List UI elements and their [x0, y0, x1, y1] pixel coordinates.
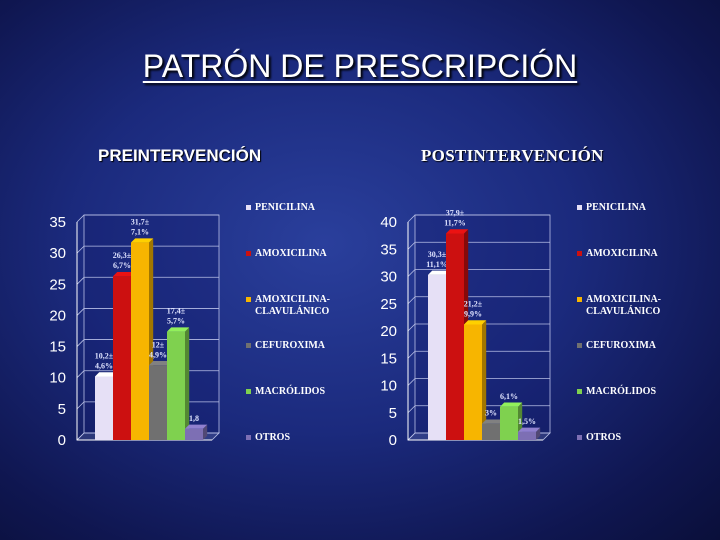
data-label-pre: 1,8 — [189, 414, 199, 423]
y-tick-label-post: 15 — [380, 350, 397, 367]
gridline-diag-pre — [76, 214, 85, 223]
legend-entry-post: OTROS — [586, 432, 621, 443]
legend-entry-post: PENICILINA — [586, 202, 647, 213]
data-label-post: 37,9± 11,7% — [444, 208, 466, 227]
legend-entry-post: MACRÓLIDOS — [586, 385, 656, 397]
data-label-pre: 31,7± 7,1% — [131, 218, 150, 237]
legend-entry-pre: MACRÓLIDOS — [255, 385, 325, 397]
gridline-diag-post — [407, 378, 416, 386]
gridline-diag-pre — [76, 308, 85, 316]
chart-title-pre: PREINTERVENCIÓN — [98, 146, 262, 165]
gridline-diag-post — [407, 323, 416, 332]
data-label-pre: 17,4± 5,7% — [167, 307, 186, 326]
y-tick-label-post: 40 — [380, 214, 397, 231]
legend-swatch-pre — [246, 389, 251, 394]
data-label-post: 6,1% — [500, 392, 518, 401]
bar-pre-otros — [185, 424, 208, 440]
y-tick-label-pre: 15 — [49, 339, 66, 356]
legend-swatch-pre — [246, 297, 251, 302]
data-label-pre: 26,3± 6,7% — [113, 251, 132, 270]
legend-swatch-post — [577, 205, 582, 210]
legend-entry-pre: OTROS — [255, 432, 290, 443]
data-label-post: 3% — [485, 409, 497, 418]
y-tick-label-post: 10 — [380, 378, 397, 395]
legend-swatch-post — [577, 343, 582, 348]
gridline-diag-pre — [76, 277, 85, 285]
legend-entry-post: CEFUROXIMA — [586, 340, 657, 351]
legend-entry-pre: AMOXICILINA-CLAVULÁNICO — [255, 294, 330, 317]
data-label-pre: 12± 4,9% — [149, 340, 167, 359]
data-label-post: 1,5% — [518, 417, 536, 426]
y-tick-label-post: 5 — [389, 405, 397, 422]
y-tick-label-post: 25 — [380, 296, 397, 313]
legend-swatch-post — [577, 435, 582, 440]
gridline-diag-pre — [76, 245, 85, 254]
y-tick-label-pre: 0 — [58, 432, 66, 449]
gridline-diag-pre — [76, 370, 85, 378]
legend-swatch-post — [577, 389, 582, 394]
gridline-diag-post — [407, 296, 416, 305]
legend-entry-pre: CEFUROXIMA — [255, 340, 326, 351]
gridline-diag-post — [407, 241, 416, 250]
data-label-post: 21,2± 9,9% — [464, 299, 483, 318]
y-tick-label-post: 0 — [389, 432, 397, 449]
legend-swatch-pre — [246, 251, 251, 256]
data-label-post: 30,3± 11,1% — [426, 250, 448, 269]
legend-entry-pre: PENICILINA — [255, 202, 316, 213]
gridline-diag-pre — [76, 339, 85, 347]
legend-swatch-post — [577, 251, 582, 256]
legend-swatch-pre — [246, 205, 251, 210]
legend-entry-post: AMOXICILINA-CLAVULÁNICO — [586, 294, 661, 317]
data-label-pre: 10,2± 4,6% — [95, 351, 114, 370]
y-tick-label-pre: 5 — [58, 401, 66, 418]
y-tick-label-pre: 25 — [49, 276, 66, 293]
legend-swatch-post — [577, 297, 582, 302]
legend-swatch-pre — [246, 435, 251, 440]
gridline-diag-post — [407, 350, 416, 359]
legend-swatch-pre — [246, 343, 251, 348]
y-tick-label-post: 35 — [380, 241, 397, 258]
y-tick-label-pre: 30 — [49, 245, 66, 262]
gridline-diag-post — [407, 405, 416, 414]
legend-entry-post: AMOXICILINA — [586, 248, 658, 259]
y-tick-label-post: 30 — [380, 269, 397, 286]
bar-pre-macr-lidos — [167, 327, 190, 440]
gridline-diag-pre — [76, 401, 85, 410]
bar-post-otros — [518, 427, 541, 440]
gridline-diag-post — [407, 214, 416, 223]
y-tick-label-post: 20 — [380, 323, 397, 340]
bar-post-amoxicilina-clavul-nico — [464, 320, 487, 440]
y-tick-label-pre: 35 — [49, 214, 66, 231]
y-tick-label-pre: 10 — [49, 370, 66, 387]
gridline-diag-post — [407, 269, 416, 277]
legend-entry-pre: AMOXICILINA — [255, 248, 327, 259]
y-tick-label-pre: 20 — [49, 307, 66, 324]
chart-title-post: POSTINTERVENCIÓN — [421, 146, 604, 165]
page-title: PATRÓN DE PRESCRIPCIÓN — [142, 48, 578, 84]
